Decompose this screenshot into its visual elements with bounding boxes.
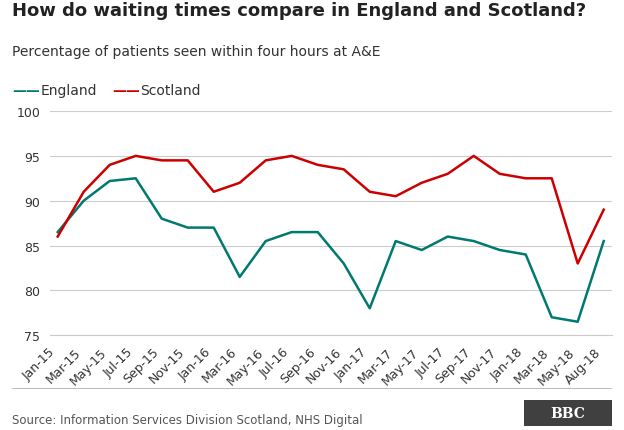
Text: BBC: BBC bbox=[550, 406, 585, 420]
Text: Percentage of patients seen within four hours at A&E: Percentage of patients seen within four … bbox=[12, 45, 381, 59]
Text: How do waiting times compare in England and Scotland?: How do waiting times compare in England … bbox=[12, 2, 587, 20]
Text: England: England bbox=[41, 84, 97, 98]
Text: ——: —— bbox=[12, 84, 40, 98]
Text: ——: —— bbox=[112, 84, 140, 98]
Text: Scotland: Scotland bbox=[140, 84, 201, 98]
Text: Source: Information Services Division Scotland, NHS Digital: Source: Information Services Division Sc… bbox=[12, 413, 363, 426]
